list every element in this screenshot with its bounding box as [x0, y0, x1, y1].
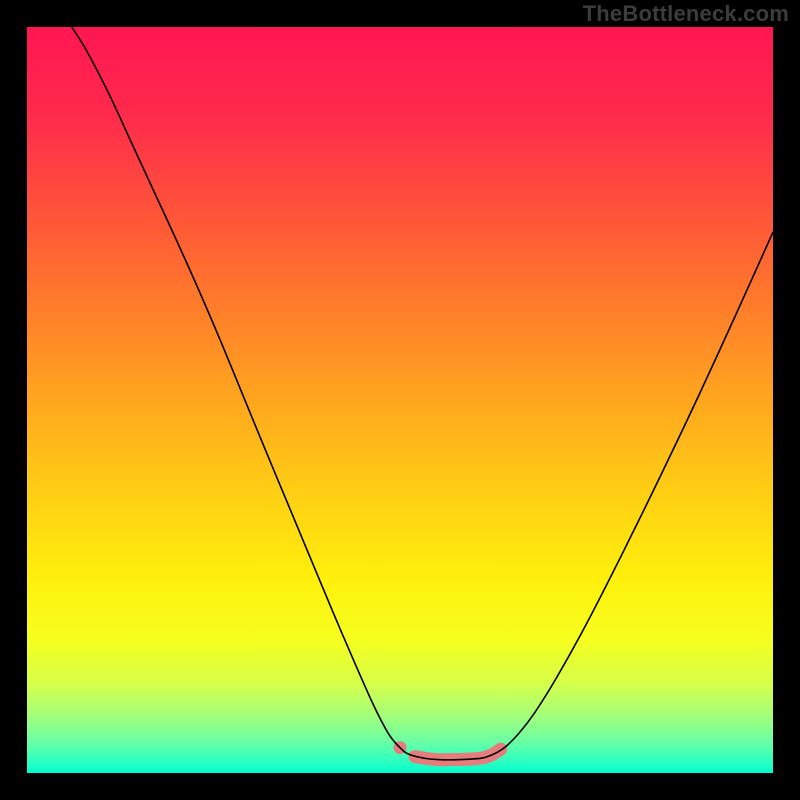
plot-svg — [0, 0, 800, 800]
plot-background — [27, 27, 773, 773]
watermark-text: TheBottleneck.com — [583, 1, 789, 27]
chart-frame: TheBottleneck.com — [0, 0, 800, 800]
